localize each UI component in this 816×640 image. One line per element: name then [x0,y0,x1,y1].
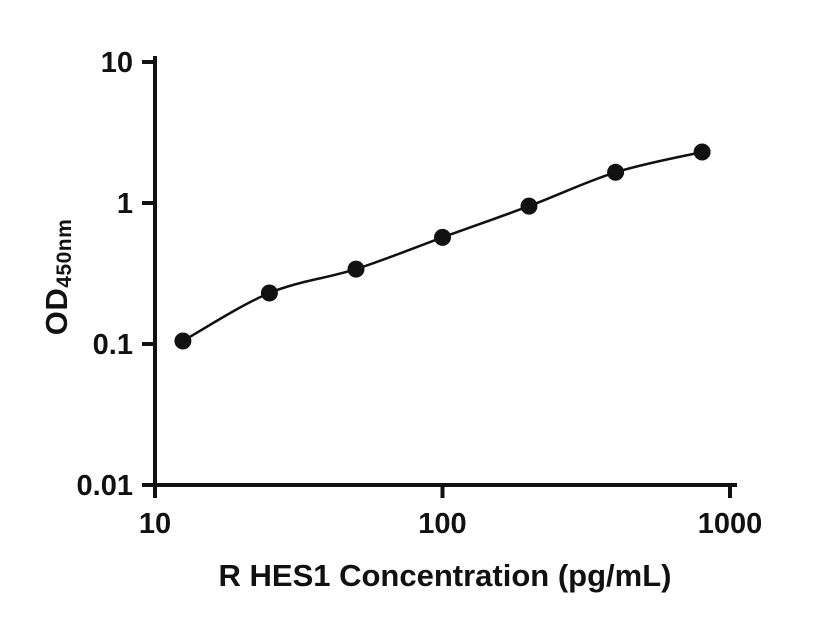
y-axis-title-subscript: 450nm [53,218,76,288]
axes-lines [153,56,737,487]
data-point [607,163,625,181]
y-tick-label: 10 [101,47,133,79]
data-point [434,228,451,246]
data-point [260,284,278,302]
x-tick-label: 1000 [698,508,763,540]
y-axis-title: OD450nm [39,157,77,397]
y-axis-title-main: OD [39,287,74,336]
y-tick-label: 1 [117,188,133,220]
data-point [174,332,192,350]
data-point [520,197,538,215]
x-tick-label: 100 [418,508,466,540]
y-tick-label: 0.1 [93,329,133,361]
data-point [693,143,711,161]
data-point [347,260,365,278]
x-axis-title: R HES1 Concentration (pg/mL) [218,558,672,593]
standard-curve-line [182,150,703,343]
y-tick-label: 0.01 [77,470,133,502]
x-tick-label: 10 [139,508,171,540]
